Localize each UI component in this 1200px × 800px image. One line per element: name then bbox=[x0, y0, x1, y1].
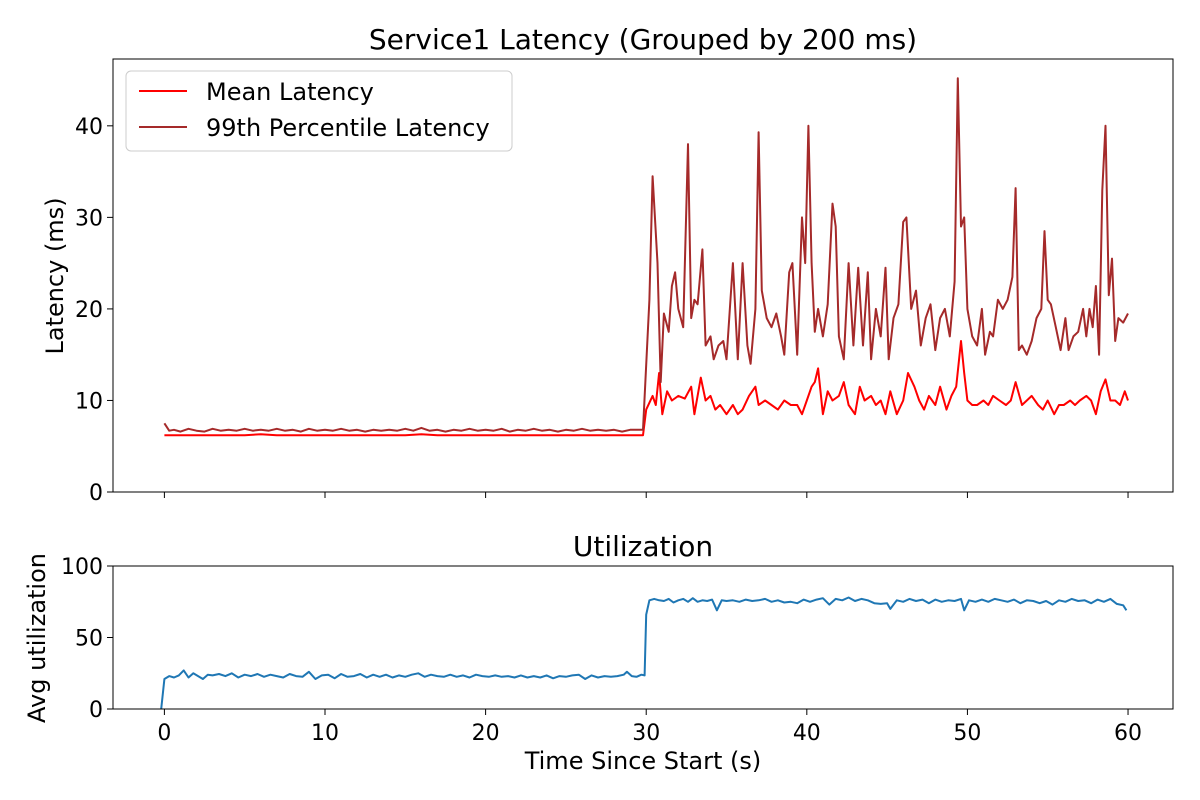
latency-panel: Service1 Latency (Grouped by 200 ms) 0 10… bbox=[41, 23, 1174, 506]
utilization-y-tick-label-0: 0 bbox=[89, 698, 103, 723]
latency-y-ticks: 0 10 20 30 40 bbox=[75, 115, 113, 506]
latency-y-tick-label-0: 0 bbox=[89, 481, 103, 506]
utilization-y-axis-label: Avg utilization bbox=[23, 553, 51, 723]
latency-x-ticks bbox=[163, 492, 1129, 498]
utilization-chart-title: Utilization bbox=[573, 530, 713, 563]
utilization-x-tick-label-20: 20 bbox=[472, 721, 500, 746]
latency-series-line-mean-latency bbox=[164, 340, 1129, 437]
latency-y-axis-label: Latency (ms) bbox=[41, 197, 69, 354]
utilization-plot-frame bbox=[112, 565, 1174, 710]
utilization-panel: Utilization 0 10 20 30 40 50 60 0 50 100 Avg uti… bbox=[23, 530, 1174, 775]
utilization-y-ticks: 0 50 100 bbox=[61, 555, 113, 723]
utilization-x-tick-label-0: 0 bbox=[157, 721, 171, 746]
latency-y-tick-label-20: 20 bbox=[75, 298, 103, 323]
legend-label-p99-latency: 99th Percentile Latency bbox=[206, 114, 490, 142]
x-axis-label: Time Since Start (s) bbox=[524, 747, 762, 775]
utilization-y-tick-label-100: 100 bbox=[61, 555, 103, 580]
latency-y-tick-label-10: 10 bbox=[75, 389, 103, 414]
latency-chart-title: Service1 Latency (Grouped by 200 ms) bbox=[369, 23, 917, 56]
legend-box bbox=[125, 70, 513, 152]
utilization-series bbox=[160, 596, 1128, 710]
latency-legend: Mean Latency 99th Percentile Latency bbox=[125, 70, 513, 152]
legend-label-mean-latency: Mean Latency bbox=[206, 78, 374, 106]
latency-plot-frame bbox=[112, 58, 1174, 493]
utilization-x-ticks: 0 10 20 30 40 50 60 bbox=[157, 709, 1142, 746]
latency-y-tick-label-30: 30 bbox=[75, 206, 103, 231]
utilization-x-tick-label-50: 50 bbox=[953, 721, 981, 746]
utilization-x-tick-label-60: 60 bbox=[1114, 721, 1142, 746]
utilization-x-tick-label-10: 10 bbox=[311, 721, 339, 746]
utilization-y-tick-label-50: 50 bbox=[75, 627, 103, 652]
utilization-x-tick-label-30: 30 bbox=[632, 721, 660, 746]
latency-series-line-99th-percentile-latency bbox=[163, 77, 1129, 433]
utilization-x-tick-label-40: 40 bbox=[793, 721, 821, 746]
latency-series bbox=[163, 77, 1129, 437]
latency-y-tick-label-40: 40 bbox=[75, 115, 103, 140]
utilization-series-line-0 bbox=[160, 596, 1128, 710]
